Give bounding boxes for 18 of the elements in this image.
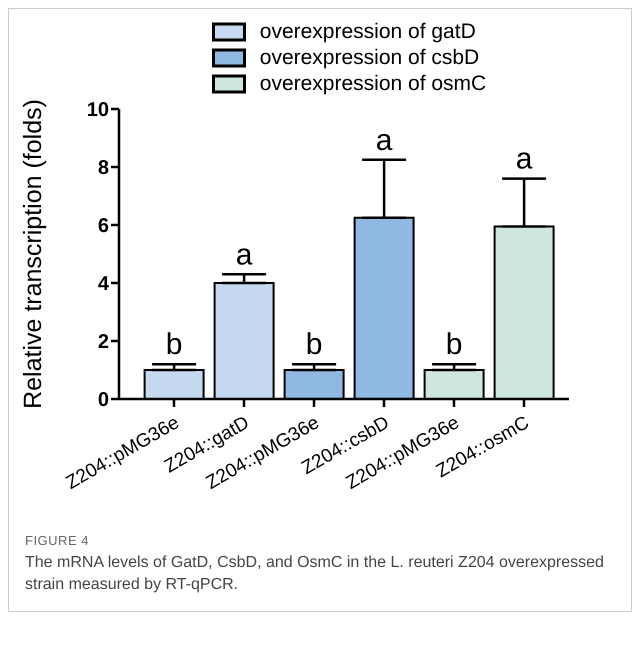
data-label: a xyxy=(516,142,533,176)
y-tick-label: 10 xyxy=(86,99,109,122)
y-tick-label: 2 xyxy=(98,331,109,354)
y-tick-label: 4 xyxy=(98,273,110,296)
data-label: b xyxy=(306,328,322,362)
data-label: a xyxy=(376,124,393,157)
y-axis-title: Relative transcription (folds) xyxy=(18,99,47,409)
legend-label: overexpression of gatD xyxy=(260,19,476,45)
text: The mRNA levels of GatD, CsbD, and OsmC in the L. reuteri Z204 overexpressed strain measured by RT-qPCR. xyxy=(25,553,605,596)
data-label: b xyxy=(446,328,462,362)
y-tick-label: 8 xyxy=(98,157,109,180)
legend-label: overexpression of osmC xyxy=(260,71,486,97)
y-tick-label: 6 xyxy=(98,215,109,238)
caption: FIGURE 4 xyxy=(25,533,90,548)
data-label: b xyxy=(166,328,182,362)
y-tick-label: 0 xyxy=(98,389,109,412)
legend-label: overexpression of csbD xyxy=(260,45,480,71)
data-label: a xyxy=(236,238,253,272)
